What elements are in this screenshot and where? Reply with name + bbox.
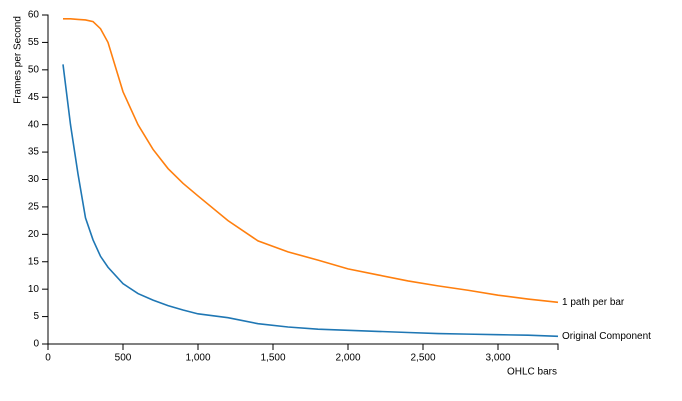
x-tick-label: 3,000 xyxy=(485,353,510,364)
y-tick-label: 0 xyxy=(33,339,39,350)
y-tick-label: 40 xyxy=(28,119,40,130)
x-tick-label: 0 xyxy=(45,353,51,364)
x-tick-label: 2,000 xyxy=(335,353,360,364)
y-tick-label: 5 xyxy=(33,311,39,322)
y-tick-label: 10 xyxy=(28,284,40,295)
y-tick-label: 60 xyxy=(28,10,40,21)
x-axis xyxy=(47,343,559,350)
series-label: 1 path per bar xyxy=(562,297,625,308)
y-tick-label: 30 xyxy=(28,174,40,185)
y-tick-label: 45 xyxy=(28,92,40,103)
y-tick-label: 35 xyxy=(28,147,40,158)
series-line xyxy=(63,18,559,304)
series-label: Original Component xyxy=(562,331,651,342)
x-tick-label: 500 xyxy=(115,353,132,364)
y-tick-label: 20 xyxy=(28,229,40,240)
x-tick-label: 1,000 xyxy=(185,353,210,364)
x-axis-label: OHLC bars xyxy=(507,367,557,378)
x-tick-label: 2,500 xyxy=(410,353,435,364)
series-line xyxy=(62,64,559,338)
y-axis-label: Frames per Second xyxy=(13,16,24,104)
y-tick-label: 55 xyxy=(28,37,40,48)
y-tick-label: 25 xyxy=(28,202,40,213)
y-tick-label: 50 xyxy=(28,64,40,75)
y-tick-label: 15 xyxy=(28,256,40,267)
x-tick-label: 1,500 xyxy=(260,353,285,364)
